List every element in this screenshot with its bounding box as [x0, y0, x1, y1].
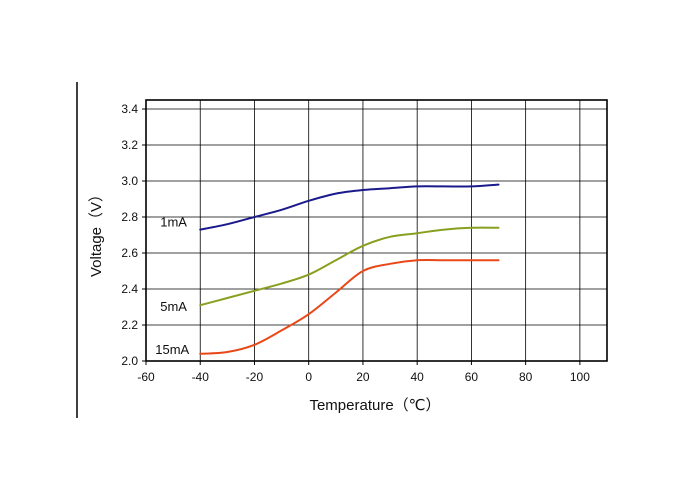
y-tick-label: 2.6: [121, 246, 138, 260]
x-tick-label: 80: [519, 370, 533, 384]
x-tick-label: -60: [137, 370, 155, 384]
x-axis-title: Temperature（℃）: [309, 397, 440, 414]
series-label-15ma: 15mA: [155, 342, 189, 357]
series-group: [199, 183, 500, 355]
x-tick-label: -40: [192, 370, 210, 384]
x-tick-label: 60: [465, 370, 479, 384]
y-axis: 2.0 2.2 2.4 2.6 2.8 3.0 3.2 3.4: [121, 102, 146, 368]
y-tick-label: 2.8: [121, 210, 138, 224]
y-tick-label: 2.4: [121, 282, 138, 296]
series-line-15ma: [199, 258, 500, 355]
series-label-1ma: 1mA: [160, 215, 187, 230]
y-tick-label: 2.0: [121, 354, 138, 368]
grid: [146, 100, 607, 361]
series-line-5ma: [199, 226, 500, 307]
y-tick-label: 3.4: [121, 102, 138, 116]
x-axis: -60 -40 -20 0 20 40 60 80 100: [137, 361, 590, 384]
series-labels: 1mA 5mA 15mA: [155, 215, 189, 357]
series-line-1ma: [199, 183, 500, 231]
x-tick-label: 100: [570, 370, 590, 384]
y-axis-title: Voltage（V）: [88, 187, 105, 277]
y-tick-label: 3.2: [121, 138, 138, 152]
x-tick-label: 20: [356, 370, 370, 384]
plot-area: [145, 99, 608, 362]
x-tick-label: 0: [305, 370, 312, 384]
x-tick-label: -20: [246, 370, 264, 384]
y-tick-label: 3.0: [121, 174, 138, 188]
series-label-5ma: 5mA: [160, 299, 187, 314]
y-tick-label: 2.2: [121, 318, 138, 332]
x-tick-label: 40: [410, 370, 424, 384]
